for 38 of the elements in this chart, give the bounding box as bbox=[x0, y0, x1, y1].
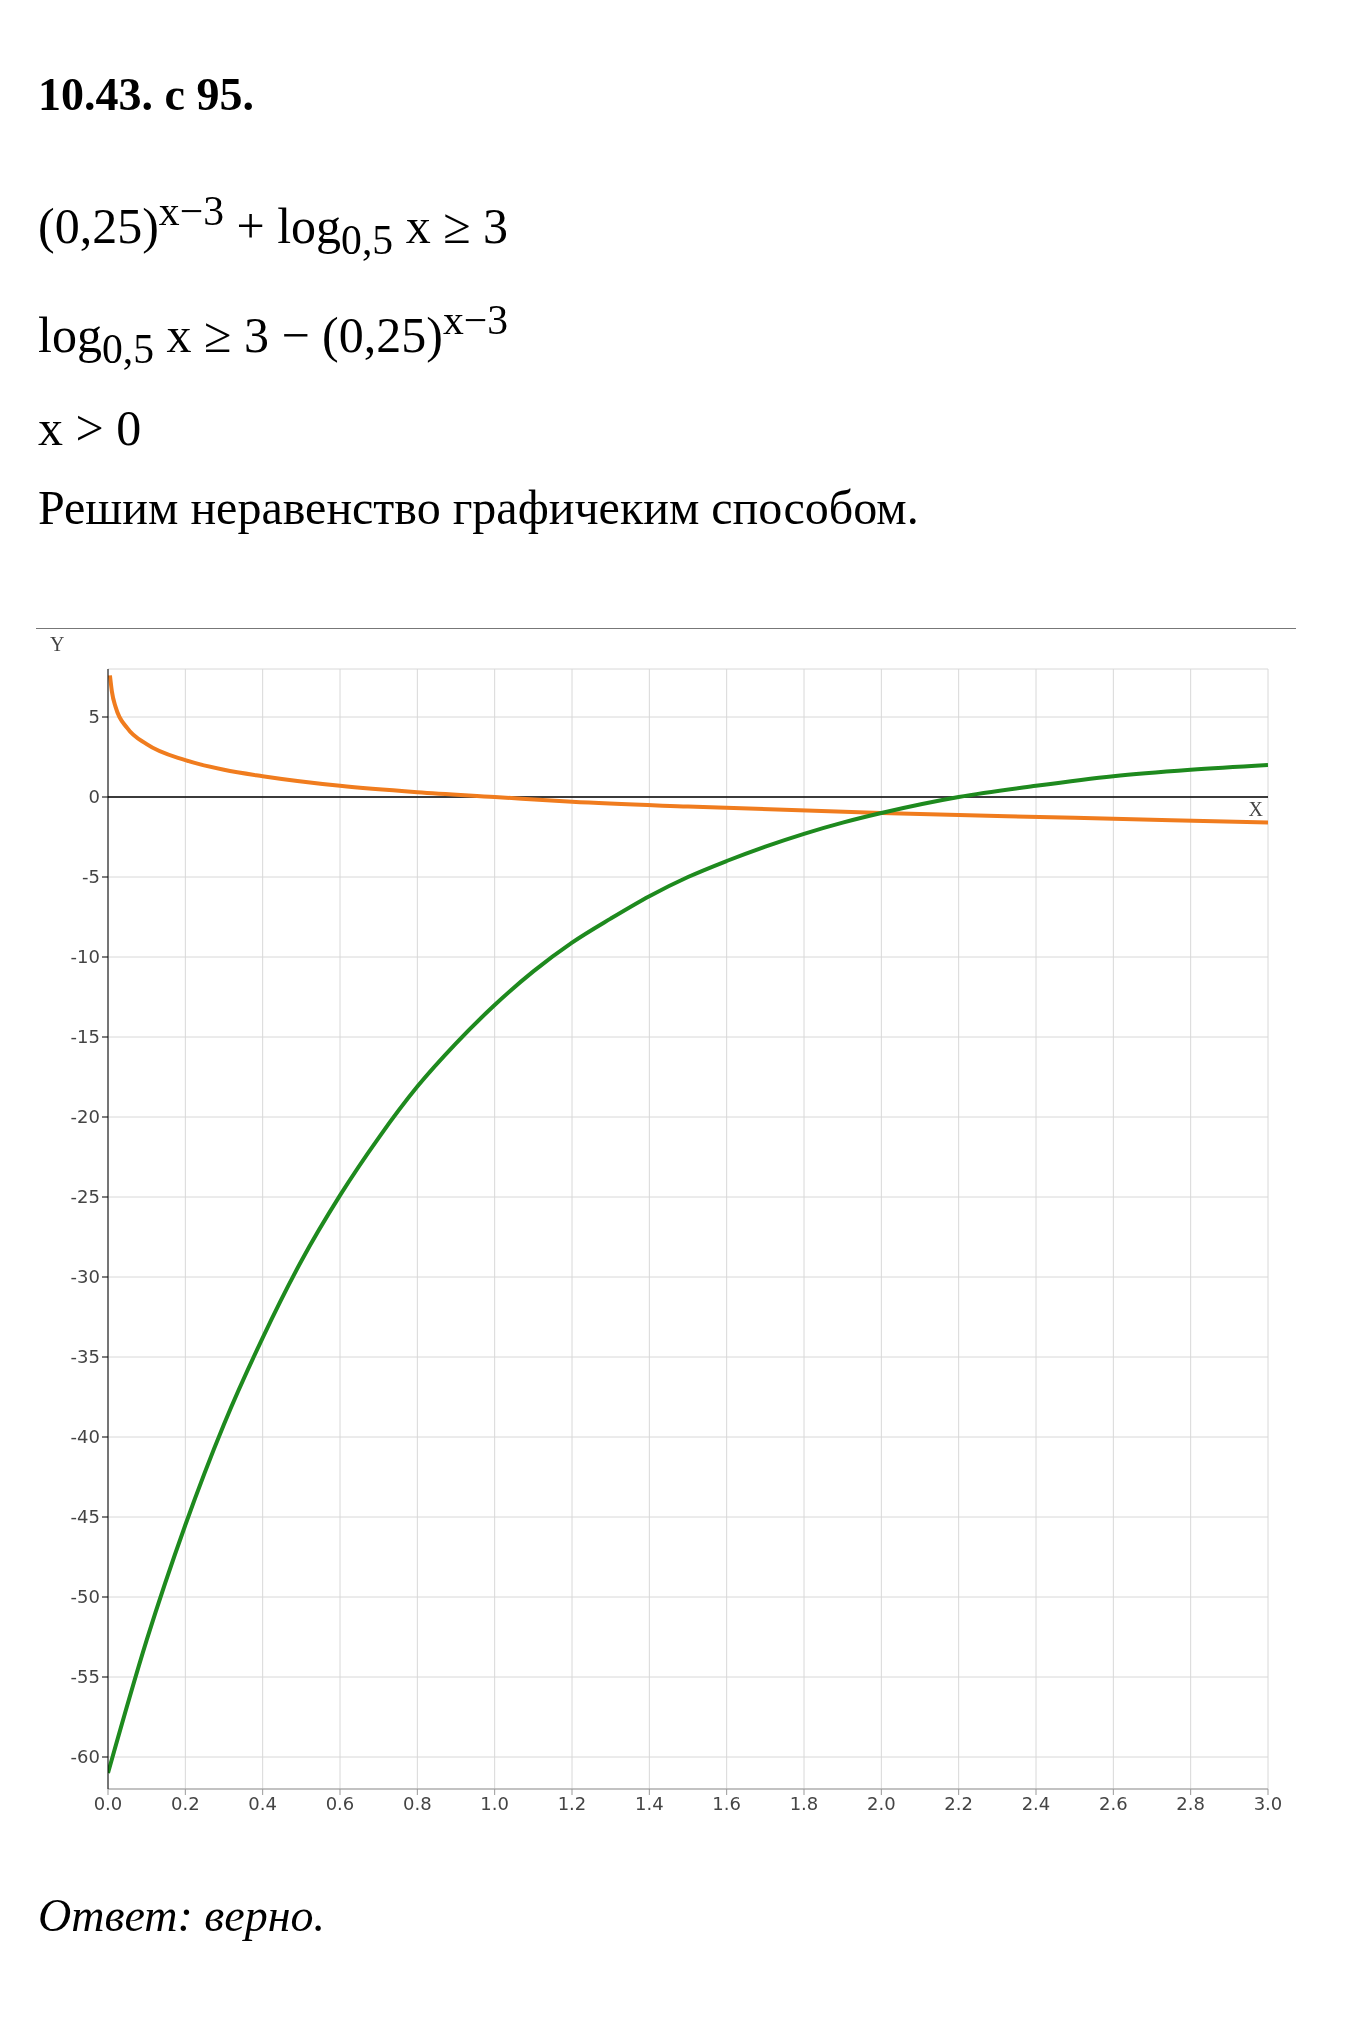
y-tick-label: -55 bbox=[70, 1666, 100, 1688]
y-tick-label: -45 bbox=[70, 1506, 100, 1528]
x-tick-label: 0.6 bbox=[325, 1793, 355, 1815]
text: (0,25)$^{x−3}$ + log$_{0,5}$ x ≥ 3 bbox=[38, 187, 510, 265]
chart-title: 10.43. с 95. bbox=[37, 68, 255, 121]
y-tick-label: -30 bbox=[70, 1266, 100, 1288]
y-axis-title: Y bbox=[50, 633, 65, 656]
x-tick-label: 0.4 bbox=[248, 1793, 277, 1815]
y-tick-label: -35 bbox=[70, 1346, 100, 1368]
y-tick-label: -5 bbox=[82, 866, 100, 888]
x-tick-label: 1.6 bbox=[712, 1793, 741, 1815]
y-tick-label: 0 bbox=[88, 786, 100, 808]
x-tick-label: 1.4 bbox=[635, 1793, 664, 1815]
x-tick-label: 1.2 bbox=[557, 1793, 587, 1815]
text: log$_{0,5}$ x ≥ 3 − (0,25)$^{x−3}$ bbox=[38, 295, 510, 374]
x-tick-label: 2.8 bbox=[1176, 1793, 1205, 1815]
x-tick-label: 2.2 bbox=[944, 1793, 973, 1815]
x-axis-title: X bbox=[1248, 798, 1264, 821]
x-tick-label: 1.0 bbox=[480, 1793, 509, 1815]
y-tick-label: -10 bbox=[70, 946, 100, 968]
y-tick-label: 5 bbox=[88, 706, 100, 728]
text: Ответ: верно. bbox=[38, 1889, 326, 1943]
y-tick-label: -15 bbox=[70, 1026, 100, 1048]
text: x > 0 bbox=[38, 399, 143, 459]
y-tick-label: -50 bbox=[70, 1586, 100, 1608]
y-tick-label: -40 bbox=[70, 1426, 100, 1448]
x-tick-label: 1.8 bbox=[789, 1793, 819, 1815]
y-tick-label: -25 bbox=[70, 1186, 100, 1208]
y-tick-label: -20 bbox=[70, 1106, 100, 1128]
x-tick-label: 2.6 bbox=[1099, 1793, 1128, 1815]
x-tick-label: 3.0 bbox=[1253, 1793, 1283, 1815]
x-tick-label: 2.0 bbox=[867, 1793, 896, 1815]
x-tick-label: 0.0 bbox=[93, 1793, 123, 1815]
x-tick-label: 0.8 bbox=[403, 1793, 432, 1815]
y-tick-label: -60 bbox=[70, 1746, 100, 1768]
x-tick-label: 2.4 bbox=[1021, 1793, 1051, 1815]
text: Решим неравенство графичеким способом. bbox=[38, 480, 920, 537]
x-tick-label: 0.2 bbox=[171, 1793, 200, 1815]
